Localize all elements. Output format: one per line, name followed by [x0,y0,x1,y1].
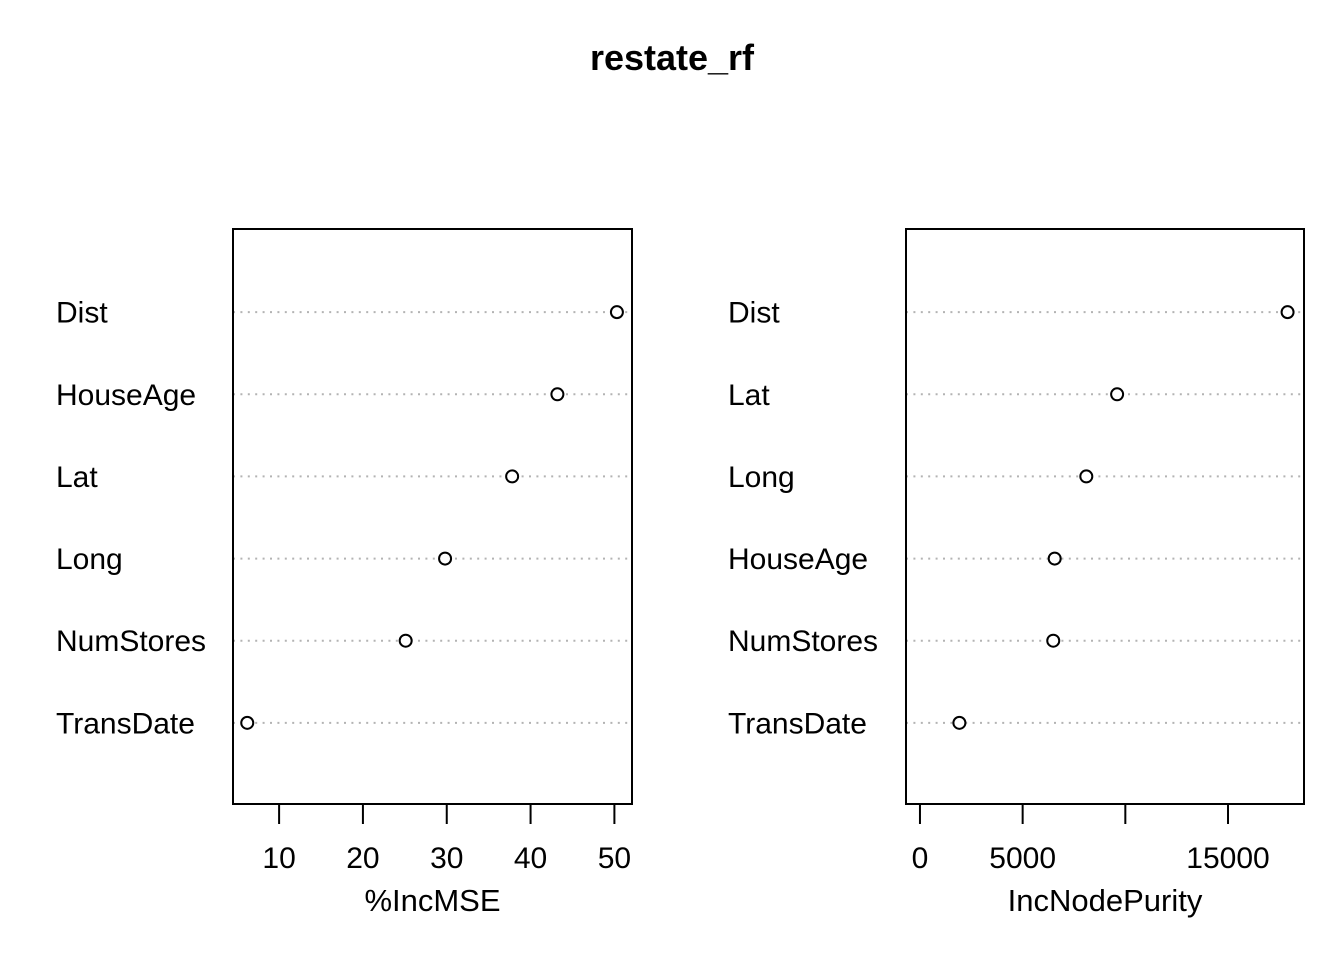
data-point [240,715,255,730]
data-point [1280,305,1295,320]
x-tick-label: 30 [430,842,463,875]
x-axis-title: IncNodePurity [1008,883,1203,918]
category-label: HouseAge [728,543,868,576]
plot-main-title: restate_rf [589,37,755,78]
x-tick-label: 5000 [989,842,1056,875]
category-label: HouseAge [56,379,196,412]
category-label: Lat [56,461,98,494]
x-tick-label: 10 [262,842,295,875]
x-axis-title: %IncMSE [364,883,500,918]
panel-left: 10 20 30 40 50 %IncMSE Dist HouseAge Lat Long NumS… [56,228,633,918]
category-label: Dist [728,297,780,330]
category-label: NumStores [728,625,878,658]
category-label: Long [56,543,123,576]
x-tick-label: 15000 [1186,842,1269,875]
data-point [505,469,520,484]
data-point [609,305,624,320]
data-point [1046,633,1061,648]
x-tick-label: 50 [598,842,631,875]
category-label: Dist [56,297,108,330]
panel-box [232,228,633,805]
data-point [1079,469,1094,484]
x-tick-label: 20 [346,842,379,875]
category-label: NumStores [56,625,206,658]
data-point [398,633,413,648]
category-label: Long [728,461,795,494]
category-label: Lat [728,379,770,412]
data-point [1110,387,1125,402]
x-tick-label: 40 [514,842,547,875]
panel-box [905,228,1305,805]
data-point [550,387,565,402]
data-point [1047,551,1062,566]
category-label: TransDate [56,707,195,740]
x-tick-label: 0 [912,842,929,875]
data-point [952,715,967,730]
category-label: TransDate [728,707,867,740]
panel-right: 0 5000 15000 IncNodePurity Dist Lat Long HouseA… [728,228,1305,918]
data-point [438,551,453,566]
